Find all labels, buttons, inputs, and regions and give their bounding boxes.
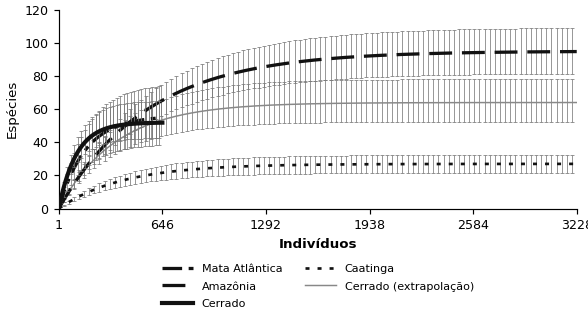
X-axis label: Indivíduos: Indivíduos [278,238,357,251]
Legend: Mata Atlântica, Amazônia, Cerrado, Caatinga, Cerrado (extrapolação): Mata Atlântica, Amazônia, Cerrado, Caati… [156,258,479,315]
Y-axis label: Espécies: Espécies [5,80,18,138]
